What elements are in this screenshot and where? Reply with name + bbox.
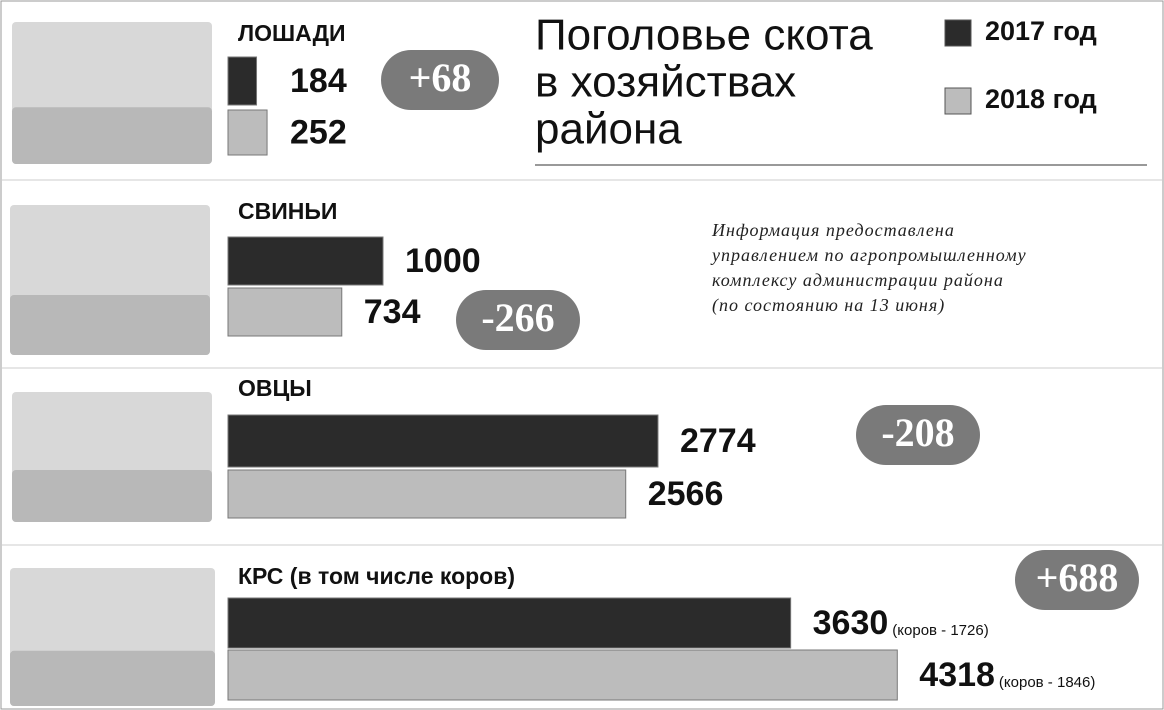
chart-title: района — [535, 105, 682, 154]
change-label: +688 — [1036, 555, 1119, 600]
bar — [228, 598, 791, 648]
change-label: -266 — [481, 295, 554, 340]
source-note: управлением по агропромышленному — [710, 245, 1027, 265]
animal-photo-ground — [12, 107, 212, 164]
value-note: (коров - 1726) — [892, 622, 988, 639]
chart-title: в хозяйствах — [535, 58, 796, 107]
legend-label: 2017 год — [985, 16, 1097, 46]
animal-photo-ground — [10, 295, 210, 355]
value-label: 3630 — [813, 604, 889, 642]
bar — [228, 288, 342, 336]
value-label: 734 — [364, 293, 421, 331]
category-label: СВИНЬИ — [238, 198, 337, 224]
value-note: (коров - 1846) — [999, 674, 1095, 691]
chart-title: Поголовье скота — [535, 11, 873, 60]
value-label: 2566 — [648, 475, 724, 513]
bar — [228, 237, 383, 285]
source-note: (по состоянию на 13 июня) — [712, 295, 945, 316]
bar — [228, 415, 658, 467]
bar — [228, 57, 257, 105]
change-label: -208 — [881, 410, 954, 455]
legend-swatch — [945, 20, 971, 46]
category-label: ОВЦЫ — [238, 375, 312, 401]
category-label: ЛОШАДИ — [238, 20, 346, 46]
source-note: Информация предоставлена — [711, 220, 955, 240]
value-label: 4318 — [919, 656, 995, 694]
value-label: 1000 — [405, 242, 481, 280]
legend-label: 2018 год — [985, 84, 1097, 114]
value-label: 184 — [290, 62, 347, 100]
legend-swatch — [945, 88, 971, 114]
bar — [228, 470, 626, 518]
value-label: 2774 — [680, 422, 756, 460]
change-label: +68 — [409, 55, 472, 100]
value-label: 252 — [290, 113, 347, 151]
animal-photo-ground — [10, 651, 215, 706]
bar — [228, 650, 897, 700]
category-label: КРС (в том числе коров) — [238, 563, 515, 589]
bar — [228, 110, 267, 155]
animal-photo-ground — [12, 470, 212, 522]
source-note: комплексу администрации района — [712, 270, 1004, 290]
infographic: Поголовье скотав хозяйствахрайона 2017 го… — [0, 0, 1164, 710]
